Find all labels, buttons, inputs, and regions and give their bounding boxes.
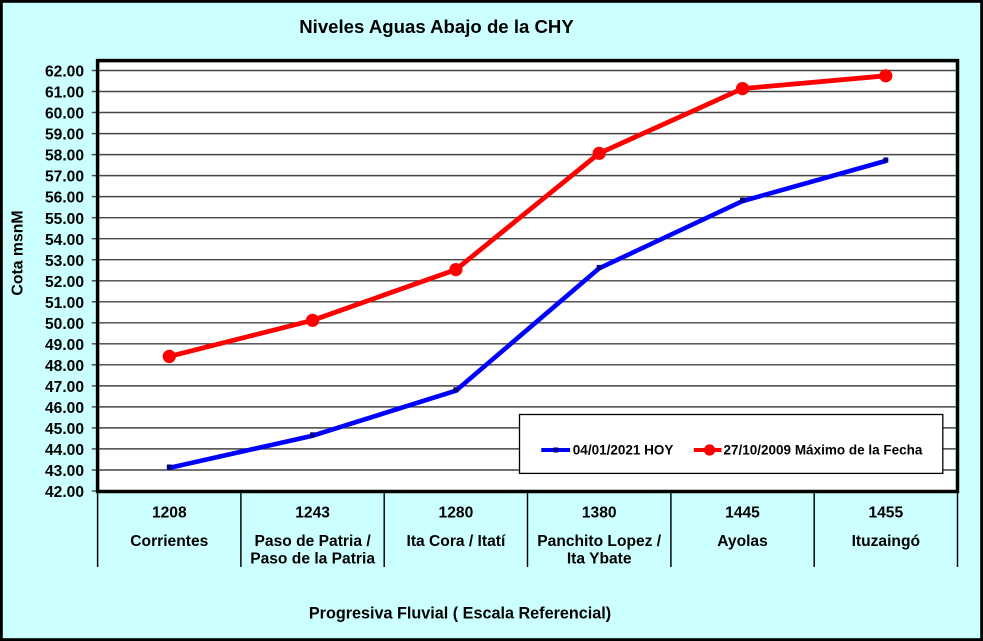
- svg-text:59.00: 59.00: [45, 127, 84, 144]
- svg-text:49.00: 49.00: [45, 337, 84, 354]
- svg-text:45.00: 45.00: [45, 421, 84, 438]
- svg-text:52.00: 52.00: [45, 274, 84, 291]
- svg-text:1208: 1208: [152, 504, 187, 521]
- svg-text:1243: 1243: [295, 504, 330, 521]
- svg-text:Cota msnM: Cota msnM: [10, 210, 27, 295]
- svg-text:1280: 1280: [439, 504, 474, 521]
- svg-text:Progresiva Fluvial ( Escala Re: Progresiva Fluvial ( Escala Referencial): [309, 605, 611, 623]
- svg-text:50.00: 50.00: [45, 316, 84, 333]
- svg-text:1445: 1445: [725, 504, 760, 521]
- svg-text:56.00: 56.00: [45, 190, 84, 207]
- svg-text:04/01/2021 HOY: 04/01/2021 HOY: [573, 443, 674, 458]
- svg-text:60.00: 60.00: [45, 106, 84, 123]
- svg-text:27/10/2009 Máximo de la Fecha: 27/10/2009 Máximo de la Fecha: [724, 443, 923, 458]
- svg-text:46.00: 46.00: [45, 400, 84, 417]
- svg-text:48.00: 48.00: [45, 358, 84, 375]
- svg-text:Ita Ybate: Ita Ybate: [567, 551, 632, 568]
- svg-text:Panchito Lopez /: Panchito Lopez /: [537, 533, 662, 550]
- svg-text:Paso de la Patria: Paso de la Patria: [250, 551, 375, 568]
- svg-text:51.00: 51.00: [45, 295, 84, 312]
- svg-text:42.00: 42.00: [45, 484, 84, 501]
- svg-text:1455: 1455: [868, 504, 903, 521]
- svg-text:Ituzaingó: Ituzaingó: [852, 533, 920, 550]
- svg-text:47.00: 47.00: [45, 379, 84, 396]
- svg-text:55.00: 55.00: [45, 211, 84, 228]
- svg-text:57.00: 57.00: [45, 169, 84, 186]
- svg-text:53.00: 53.00: [45, 253, 84, 270]
- svg-text:Ayolas: Ayolas: [717, 533, 768, 550]
- svg-text:Ita Cora / Itatí: Ita Cora / Itatí: [407, 533, 506, 550]
- svg-text:Niveles Aguas Abajo de la CHY: Niveles Aguas Abajo de la CHY: [299, 16, 574, 37]
- svg-text:54.00: 54.00: [45, 232, 84, 249]
- svg-text:58.00: 58.00: [45, 148, 84, 165]
- svg-text:Paso de Patria /: Paso de Patria /: [255, 533, 372, 550]
- svg-text:61.00: 61.00: [45, 85, 84, 102]
- svg-text:62.00: 62.00: [45, 64, 84, 81]
- svg-text:43.00: 43.00: [45, 463, 84, 480]
- svg-text:44.00: 44.00: [45, 442, 84, 459]
- svg-text:1380: 1380: [582, 504, 617, 521]
- svg-text:Corrientes: Corrientes: [130, 533, 208, 550]
